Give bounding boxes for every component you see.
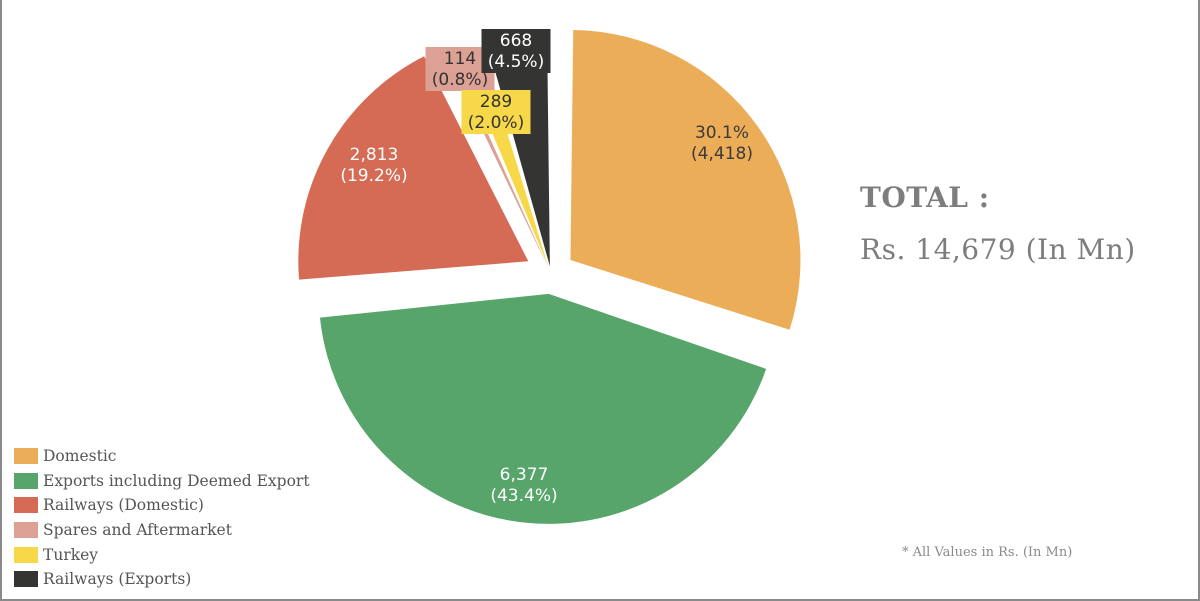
- slice-label-line-1: 30.1%: [695, 123, 749, 143]
- legend-swatch: [14, 522, 38, 539]
- slice-label-group: 6,377(43.4%): [490, 465, 557, 506]
- slice-label-line-2: (19.2%): [340, 166, 407, 186]
- legend-swatch: [14, 448, 38, 465]
- legend-label: Exports including Deemed Export: [43, 471, 310, 490]
- total-amount: Rs. 14,679 (In Mn): [860, 233, 1136, 266]
- legend-item: Exports including Deemed Export: [14, 469, 310, 494]
- legend-label: Spares and Aftermarket: [43, 521, 232, 540]
- legend-swatch: [14, 472, 38, 489]
- slice-label-line-1: 668: [500, 31, 532, 51]
- legend-label: Turkey: [43, 545, 99, 564]
- slice-label-line-1: 289: [480, 92, 512, 112]
- legend-item: Domestic: [14, 444, 310, 469]
- slice-label-line-2: (4,418): [691, 144, 753, 164]
- slice-label-line-1: 2,813: [350, 145, 399, 165]
- slice-label-line-2: (2.0%): [468, 113, 524, 133]
- slice-label-line-1: 6,377: [500, 465, 549, 485]
- slice-label-group: 2,813(19.2%): [340, 145, 407, 186]
- slice-label-line-2: (43.4%): [490, 486, 557, 506]
- pie-slice-railways-domestic-: [298, 56, 529, 280]
- slice-label-group: 289(2.0%): [461, 90, 531, 134]
- slice-label-background: [461, 90, 531, 134]
- total-heading: TOTAL :: [860, 181, 990, 214]
- total-panel: TOTAL : Rs. 14,679 (In Mn): [860, 176, 1136, 280]
- slice-label-group: 668(4.5%): [481, 29, 551, 73]
- legend-swatch: [14, 497, 38, 514]
- values-note: * All Values in Rs. (In Mn): [902, 545, 1073, 560]
- legend-label: Railways (Exports): [43, 570, 192, 589]
- slice-label-line-2: (4.5%): [488, 52, 544, 72]
- legend-label: Railways (Domestic): [43, 496, 204, 515]
- slice-label-background: [481, 29, 551, 73]
- legend-item: Spares and Aftermarket: [14, 518, 310, 543]
- slice-label-group: 30.1%(4,418): [691, 123, 753, 164]
- legend-label: Domestic: [43, 447, 117, 466]
- legend-swatch: [14, 571, 38, 588]
- slice-label-line-2: (0.8%): [432, 70, 488, 90]
- legend-item: Railways (Exports): [14, 567, 310, 592]
- pie-slice-exports-including-deemed-export: [319, 293, 767, 524]
- legend-item: Railways (Domestic): [14, 493, 310, 518]
- legend-item: Turkey: [14, 542, 310, 567]
- slice-label-line-1: 114: [444, 49, 476, 69]
- legend: Domestic Exports including Deemed Export R…: [14, 444, 310, 592]
- pie-slice-domestic: [570, 29, 801, 330]
- legend-swatch: [14, 546, 38, 563]
